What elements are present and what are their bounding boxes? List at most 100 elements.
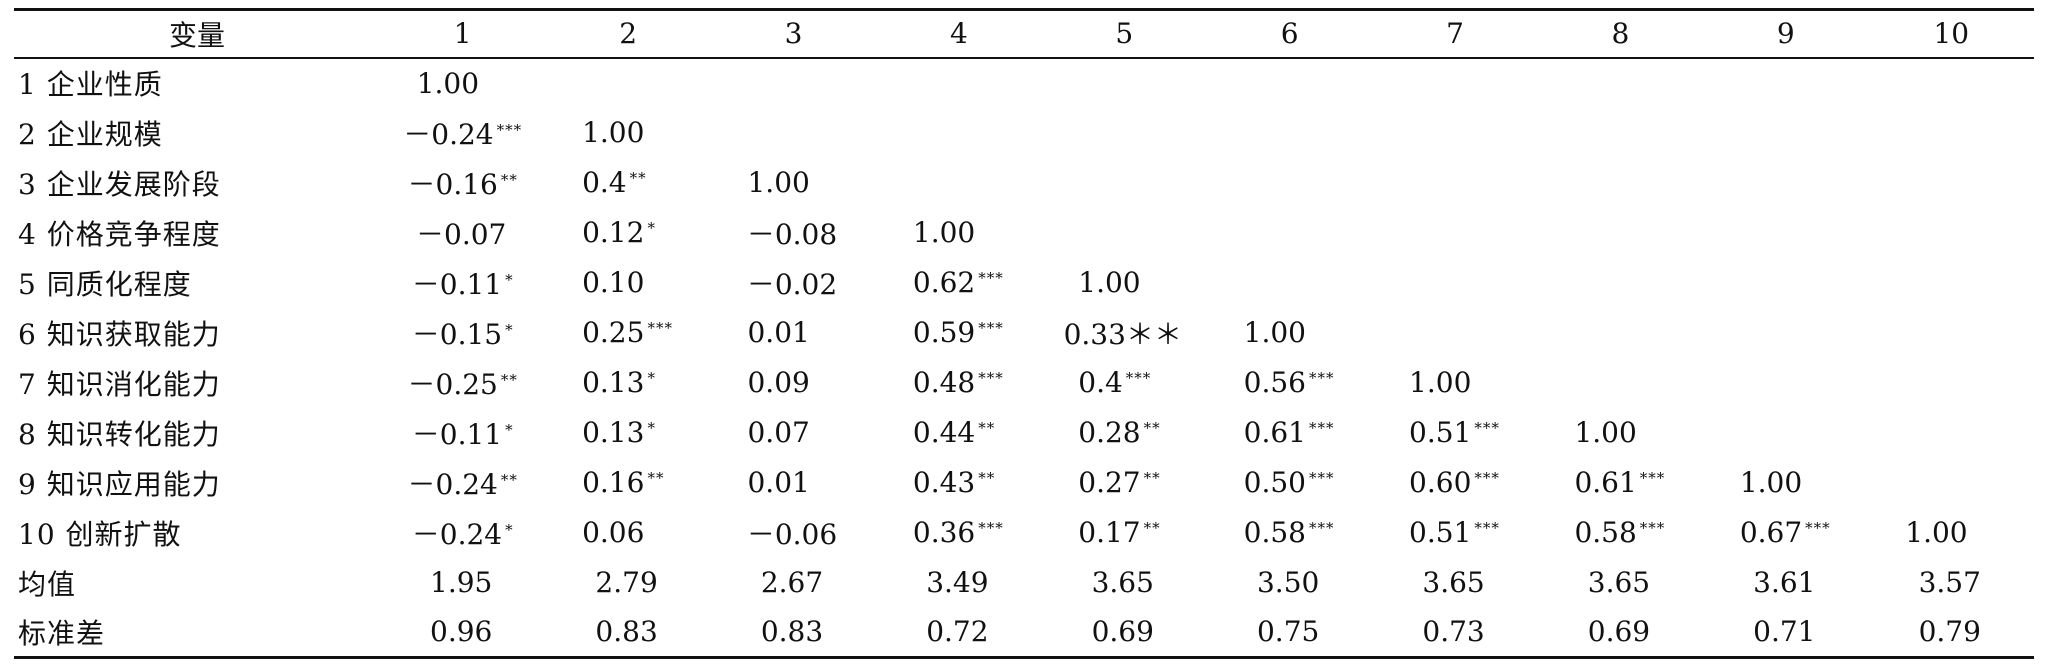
table-row: 9 知识应用能力 －0.24 ** 0.16 ** 0.01 0.43 ** 0.27 ** 0.5… <box>14 458 2034 508</box>
cell-content: 0.51 *** <box>1409 416 1501 449</box>
cell-content: －0.24 *** <box>403 113 522 153</box>
cell-content: 0.27 ** <box>1078 466 1170 499</box>
cell-content <box>1574 166 1666 199</box>
cell-value: 0.79 <box>1918 615 1981 649</box>
cell-value: 0.58 <box>1243 516 1306 549</box>
cell-content: 0.01 <box>747 466 839 499</box>
cell-value: 0.50 <box>1243 466 1306 499</box>
cell-value: 0.62 <box>912 266 976 299</box>
significance-stars: * <box>505 520 514 539</box>
table-cell: 0.25 *** <box>545 308 710 358</box>
cell-content <box>913 116 1005 149</box>
cell-content: 0.48 *** <box>913 366 1005 399</box>
significance-stars: ** <box>629 169 647 187</box>
cell-content <box>1740 67 1832 100</box>
table-cell: 2.79 <box>545 558 710 608</box>
cell-value: 3.49 <box>926 566 989 599</box>
table-cell: 1.00 <box>1372 358 1537 408</box>
cell-content: 3.65 <box>1092 566 1157 599</box>
cell-value: 1.95 <box>430 566 493 599</box>
table-cell <box>1207 258 1372 308</box>
significance-stars: *** <box>1474 469 1500 487</box>
cell-content: 0.83 <box>595 615 660 648</box>
table-row: 5 同质化程度 －0.11 * 0.10 －0.02 0.62 *** 1.00 <box>14 258 2034 308</box>
table-cell <box>1538 208 1703 258</box>
cell-content: 1.95 <box>430 566 495 599</box>
table-cell: 0.51 *** <box>1372 408 1537 458</box>
table-cell <box>1042 208 1207 258</box>
table-cell: 0.17 ** <box>1042 508 1207 558</box>
significance-stars: ** <box>1143 469 1161 487</box>
header-col-1: 1 <box>380 8 546 59</box>
cell-content: 0.58 *** <box>1574 516 1666 549</box>
cell-content: 0.69 <box>1092 615 1157 648</box>
cell-content: 0.73 <box>1422 615 1487 648</box>
cell-content: 2.67 <box>761 566 826 599</box>
table-cell: 0.61 *** <box>1538 458 1703 508</box>
cell-content <box>1905 366 1997 399</box>
table-cell: 0.10 <box>545 258 710 308</box>
cell-content: 0.44 ** <box>913 416 1005 449</box>
cell-value: 0.33＊＊ <box>1063 317 1182 351</box>
table-cell: 0.67 *** <box>1703 508 1868 558</box>
cell-content: 1.00 <box>1905 516 1997 549</box>
cell-value: 0.4 <box>1078 366 1123 399</box>
cell-content: －0.24 ** <box>408 463 518 503</box>
significance-stars: ** <box>500 370 518 389</box>
significance-stars: *** <box>1125 369 1152 387</box>
cell-content: 0.59 *** <box>913 316 1005 349</box>
header-col-2: 2 <box>545 8 711 59</box>
table-cell <box>1538 258 1703 308</box>
table-cell <box>545 58 710 108</box>
cell-content <box>1574 366 1666 399</box>
table-cell <box>876 58 1041 108</box>
significance-stars: * <box>505 320 514 339</box>
cell-content <box>913 67 1005 100</box>
cell-value: 0.59 <box>912 316 976 349</box>
cell-content <box>1409 116 1501 149</box>
cell-value: 0.4 <box>582 166 627 199</box>
cell-content: 3.50 <box>1257 566 1322 599</box>
cell-content: 1.00 <box>417 67 509 100</box>
cell-content <box>1244 116 1336 149</box>
table-cell: 0.60 *** <box>1372 458 1537 508</box>
cell-content: －0.08 <box>747 213 840 253</box>
table-cell: 3.65 <box>1372 558 1537 608</box>
cell-value: 0.69 <box>1587 615 1651 649</box>
cell-value: 1.00 <box>582 116 645 149</box>
table-cell <box>1372 208 1537 258</box>
table-cell: 0.51 *** <box>1372 508 1537 558</box>
table-row: 4 价格竞争程度 －0.07 0.12 * －0.08 1.00 <box>14 208 2034 258</box>
cell-content <box>1409 316 1501 349</box>
cell-content: 0.06 <box>582 516 674 549</box>
row-label: 8 知识转化能力 <box>18 417 221 451</box>
table-cell: 0.69 <box>1041 607 1207 659</box>
cell-content <box>1574 216 1666 249</box>
cell-value: 0.73 <box>1422 615 1485 649</box>
row-label: 4 价格竞争程度 <box>18 217 221 251</box>
row-label: 1 企业性质 <box>18 68 163 101</box>
cell-value: 0.10 <box>582 266 645 299</box>
cell-value: 0.36 <box>912 516 976 549</box>
cell-content <box>1244 266 1336 299</box>
row-label: 7 知识消化能力 <box>18 367 221 401</box>
cell-value: －0.15 <box>411 317 503 351</box>
table-cell: －0.02 <box>711 258 876 308</box>
table-cell: 0.33＊＊ <box>1042 308 1207 358</box>
cell-value: 2.79 <box>595 566 658 599</box>
significance-stars: ** <box>500 170 518 189</box>
significance-stars: *** <box>1309 369 1335 387</box>
significance-stars: ** <box>978 469 996 487</box>
significance-stars: *** <box>496 120 523 139</box>
significance-stars: *** <box>978 519 1004 537</box>
table-cell: 1.00 <box>1042 258 1207 308</box>
cell-content <box>1740 166 1832 199</box>
cell-content: －0.02 <box>747 263 840 303</box>
significance-stars: * <box>647 219 656 237</box>
cell-value: 0.17 <box>1078 516 1141 549</box>
header-col-9: 9 <box>1703 8 1869 59</box>
cell-content <box>1574 67 1666 100</box>
cell-content: 0.33＊＊ <box>1064 313 1185 353</box>
table-cell: 1.00 <box>545 108 710 158</box>
row-label: 均值 <box>18 567 77 601</box>
